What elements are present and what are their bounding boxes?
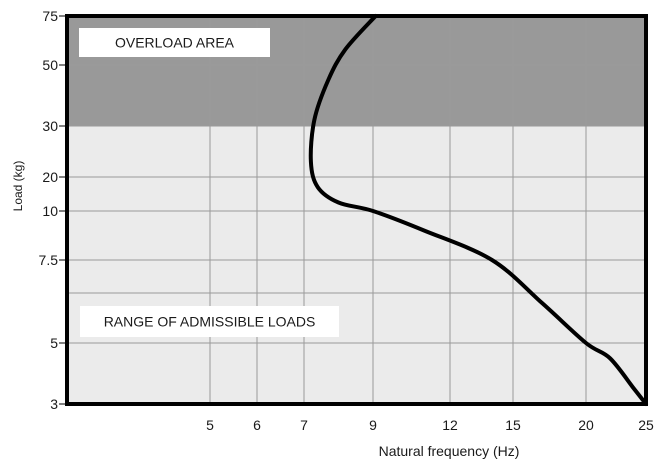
y-tick-label: 5 [50,335,58,351]
y-tick-label: 30 [42,118,58,134]
y-tick-label: 50 [42,57,58,73]
x-tick-label: 6 [253,417,261,433]
x-axis-label: Natural frequency (Hz) [379,443,520,459]
y-tick-label: 75 [42,8,58,24]
x-tick-label: 9 [369,417,377,433]
x-tick-label: 25 [638,417,654,433]
x-tick-label: 20 [578,417,594,433]
x-tick-label: 15 [505,417,521,433]
y-tick-label: 10 [42,203,58,219]
region-1 [67,126,646,404]
series-line-0 [308,14,648,406]
region-labels: OVERLOAD AREA RANGE OF ADMISSIBLE LOADS [79,28,339,337]
x-tick-label: 7 [300,417,308,433]
region-label: RANGE OF ADMISSIBLE LOADS [104,314,316,330]
x-ticks: 5 6 7 9 12 15 20 25 [206,417,654,433]
plot-frame [65,14,648,406]
curve [308,14,648,406]
y-tick-label: 20 [42,169,58,185]
y-ticks: 3 5 7.5 10 20 30 50 75 [39,8,67,412]
regions [67,16,646,404]
x-tick-label: 12 [442,417,458,433]
y-tick-label: 3 [50,396,58,412]
region-label: OVERLOAD AREA [115,35,235,51]
y-axis-label: Load (kg) [11,161,25,212]
region-label-box [80,306,339,337]
y-tick-label: 7.5 [39,252,59,268]
region-label-box [79,28,270,57]
x-tick-label: 5 [206,417,214,433]
